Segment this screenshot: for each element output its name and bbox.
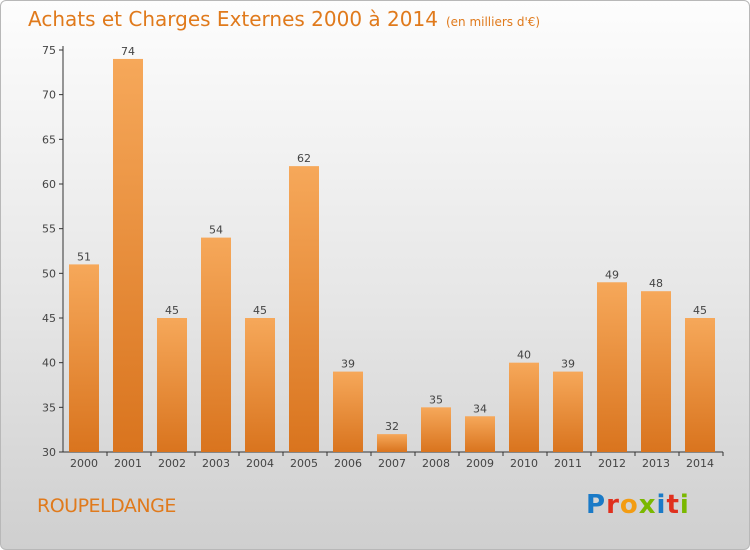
x-tick-label: 2008 bbox=[422, 457, 450, 470]
x-tick-label: 2006 bbox=[334, 457, 362, 470]
x-tick-label: 2002 bbox=[158, 457, 186, 470]
y-tick-label: 50 bbox=[42, 267, 56, 280]
bar bbox=[597, 282, 627, 452]
bar-data-label: 39 bbox=[341, 358, 355, 371]
bar-data-label: 39 bbox=[561, 358, 575, 371]
x-tick-label: 2009 bbox=[466, 457, 494, 470]
y-tick-label: 45 bbox=[42, 312, 56, 325]
bar bbox=[201, 237, 231, 452]
chart-subtitle: (en milliers d'€) bbox=[445, 15, 541, 29]
x-tick-label: 2012 bbox=[598, 457, 626, 470]
x-tick-label: 2004 bbox=[246, 457, 274, 470]
bar-data-label: 54 bbox=[209, 224, 223, 237]
logo-letter: i bbox=[679, 490, 690, 520]
bar-data-label: 34 bbox=[473, 402, 487, 415]
bar bbox=[685, 318, 715, 452]
bar-data-label: 62 bbox=[297, 152, 311, 165]
bar-data-label: 74 bbox=[121, 45, 135, 58]
y-tick-label: 40 bbox=[42, 357, 56, 370]
chart-data-labels: 51 74 45 54 45 62 39 32 35 34 40 39 49 48 45 bbox=[77, 45, 707, 433]
bar-data-label: 45 bbox=[253, 304, 267, 317]
bar-data-label: 45 bbox=[693, 304, 707, 317]
logo-letter: r bbox=[606, 490, 620, 520]
y-tick-label: 70 bbox=[42, 89, 56, 102]
bar-data-label: 51 bbox=[77, 250, 91, 263]
x-tick-label: 2005 bbox=[290, 457, 318, 470]
logo-letter: i bbox=[656, 490, 667, 520]
bar bbox=[553, 371, 583, 452]
x-tick-label: 2000 bbox=[70, 457, 98, 470]
y-tick-label: 60 bbox=[42, 178, 56, 191]
chart-title-text: Achats et Charges Externes 2000 à 2014 bbox=[28, 7, 438, 31]
chart-y-tick-labels: 30 35 40 45 50 55 60 65 70 75 bbox=[42, 44, 56, 459]
x-tick-label: 2003 bbox=[202, 457, 230, 470]
bar-data-label: 40 bbox=[517, 349, 531, 362]
y-tick-label: 75 bbox=[42, 44, 56, 57]
logo-letter: P bbox=[586, 490, 607, 520]
chart-bars bbox=[69, 58, 715, 452]
y-tick-label: 35 bbox=[42, 401, 56, 414]
x-tick-label: 2013 bbox=[642, 457, 670, 470]
bar bbox=[245, 318, 275, 452]
logo-letter: o bbox=[619, 490, 639, 520]
commune-name: ROUPELDANGE bbox=[37, 495, 176, 517]
logo-letter: t bbox=[666, 490, 680, 520]
x-tick-label: 2007 bbox=[378, 457, 406, 470]
bar-data-label: 48 bbox=[649, 277, 663, 290]
bar bbox=[421, 407, 451, 452]
bar bbox=[69, 264, 99, 452]
y-tick-label: 55 bbox=[42, 223, 56, 236]
y-tick-label: 30 bbox=[42, 446, 56, 459]
bar bbox=[113, 58, 143, 452]
x-tick-label: 2011 bbox=[554, 457, 582, 470]
bar-data-label: 45 bbox=[165, 304, 179, 317]
proxiti-logo: Proxiti bbox=[586, 490, 690, 520]
bar bbox=[377, 434, 407, 452]
logo-letter: x bbox=[638, 490, 657, 520]
bar bbox=[641, 291, 671, 452]
bar-data-label: 49 bbox=[605, 268, 619, 281]
bar-data-label: 32 bbox=[385, 420, 399, 433]
chart-title: Achats et Charges Externes 2000 à 2014 (e… bbox=[28, 7, 540, 31]
bar bbox=[509, 362, 539, 452]
x-tick-label: 2001 bbox=[114, 457, 142, 470]
bar bbox=[465, 416, 495, 452]
bar bbox=[289, 166, 319, 452]
bar bbox=[157, 318, 187, 452]
bar bbox=[333, 371, 363, 452]
chart-x-tick-labels: 2000 2001 2002 2003 2004 2005 2006 2007 2008 2009… bbox=[70, 457, 714, 470]
x-tick-label: 2014 bbox=[686, 457, 714, 470]
x-tick-label: 2010 bbox=[510, 457, 538, 470]
bar-data-label: 35 bbox=[429, 393, 443, 406]
y-tick-label: 65 bbox=[42, 133, 56, 146]
